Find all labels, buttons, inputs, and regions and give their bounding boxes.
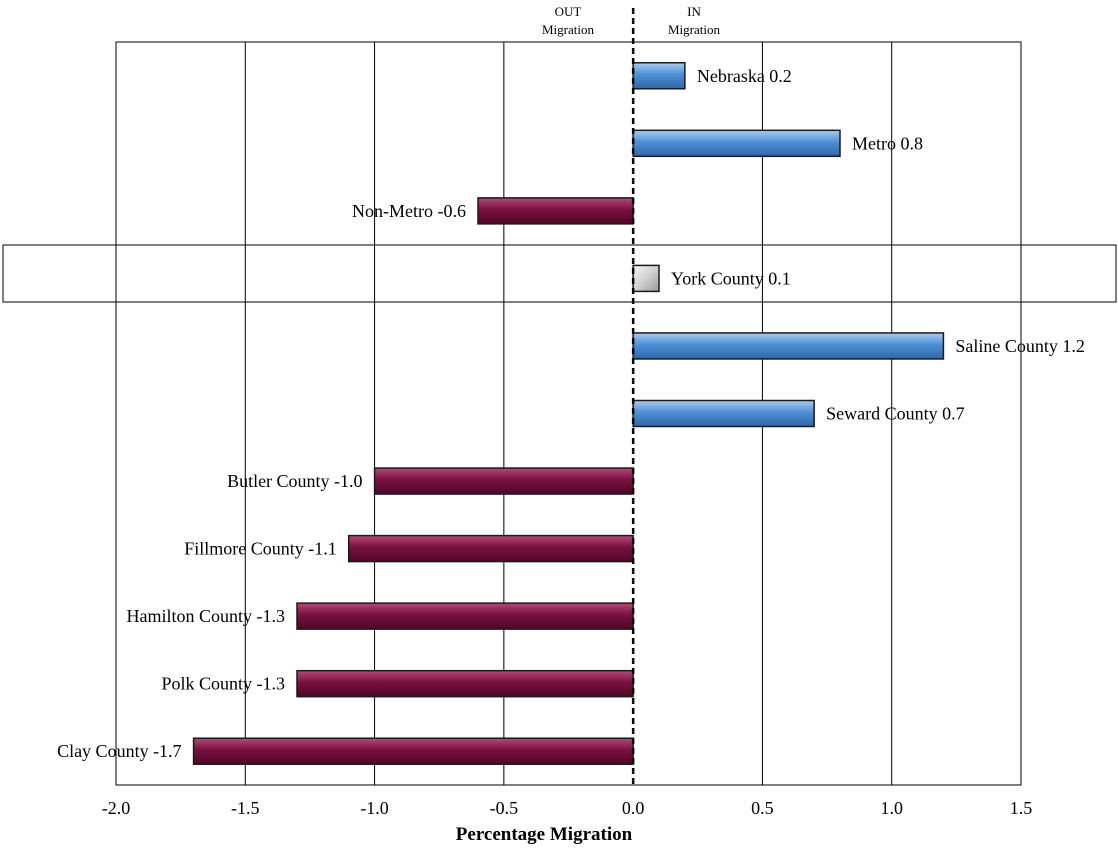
x-tick-label: -1.5 xyxy=(231,798,260,818)
gridlines xyxy=(244,42,893,785)
bar-label: Clay County -1.7 xyxy=(57,741,182,761)
x-tick-label: 1.5 xyxy=(1010,798,1033,818)
x-tick-labels: -2.0 -1.5 -1.0 -0.5 0.0 0.5 1.0 1.5 xyxy=(102,798,1033,818)
x-tick-label: 0.5 xyxy=(751,798,774,818)
bar-label: Nebraska 0.2 xyxy=(697,66,792,86)
x-tick-label: 0.0 xyxy=(622,798,645,818)
bar-york-county xyxy=(632,264,660,293)
bar-saline-county xyxy=(632,332,945,360)
bar-metro xyxy=(632,129,841,158)
bar-label: Seward County 0.7 xyxy=(826,404,965,424)
bar-hamilton-county xyxy=(296,602,634,630)
bar-label: Fillmore County -1.1 xyxy=(184,539,337,559)
plot-area xyxy=(115,41,1022,786)
bar-label: Butler County -1.0 xyxy=(227,471,363,491)
bar-non-metro xyxy=(477,197,634,225)
x-axis-title: Percentage Migration xyxy=(456,824,633,845)
bars xyxy=(192,62,945,765)
bar-label: York County 0.1 xyxy=(671,268,791,288)
x-tick-label: -2.0 xyxy=(102,798,131,818)
x-tick-label: -1.0 xyxy=(360,798,389,818)
bar-butler-county xyxy=(373,467,634,495)
bar-clay-county xyxy=(192,737,634,765)
in-label-line1: IN xyxy=(687,4,701,19)
bar-polk-county xyxy=(296,669,634,698)
bar-fillmore-county xyxy=(347,534,634,563)
x-tick-label: 1.0 xyxy=(880,798,903,818)
bar-label: Metro 0.8 xyxy=(852,133,923,153)
x-tick-label: -0.5 xyxy=(490,798,519,818)
bar-nebraska xyxy=(632,62,686,90)
out-label-line1: OUT xyxy=(555,4,582,19)
in-label-line2: Migration xyxy=(668,22,720,37)
bar-label: Hamilton County -1.3 xyxy=(127,606,286,626)
bar-label: Polk County -1.3 xyxy=(161,674,285,694)
bar-seward-county xyxy=(632,399,815,428)
bar-labels: Nebraska 0.2 Metro 0.8 Non-Metro -0.6 York … xyxy=(57,66,1085,761)
highlight-band xyxy=(2,244,1117,303)
out-label-line2: Migration xyxy=(542,22,594,37)
bar-label: Saline County 1.2 xyxy=(955,336,1085,356)
bar-label: Non-Metro -0.6 xyxy=(352,201,466,221)
